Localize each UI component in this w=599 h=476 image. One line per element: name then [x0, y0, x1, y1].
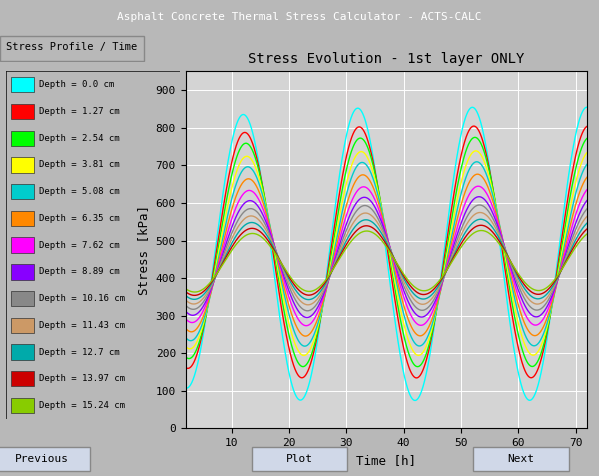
Text: Next: Next — [507, 454, 535, 464]
Text: Depth = 10.16 cm: Depth = 10.16 cm — [39, 294, 125, 303]
X-axis label: Time [h]: Time [h] — [356, 454, 416, 466]
Text: Depth = 11.43 cm: Depth = 11.43 cm — [39, 321, 125, 330]
Text: Depth = 7.62 cm: Depth = 7.62 cm — [39, 241, 120, 249]
FancyBboxPatch shape — [0, 36, 144, 61]
Text: Depth = 15.24 cm: Depth = 15.24 cm — [39, 401, 125, 410]
Bar — [11, 211, 34, 226]
Text: Depth = 12.7 cm: Depth = 12.7 cm — [39, 347, 120, 357]
Text: Depth = 6.35 cm: Depth = 6.35 cm — [39, 214, 120, 223]
FancyBboxPatch shape — [252, 447, 347, 471]
Text: Stress Profile / Time: Stress Profile / Time — [6, 42, 138, 52]
Bar — [11, 157, 34, 173]
Bar — [11, 77, 34, 92]
Bar — [11, 345, 34, 360]
Bar — [11, 104, 34, 119]
FancyBboxPatch shape — [473, 447, 569, 471]
Bar — [11, 238, 34, 253]
Text: Asphalt Concrete Thermal Stress Calculator - ACTS-CALC: Asphalt Concrete Thermal Stress Calculat… — [117, 11, 482, 22]
Bar — [11, 317, 34, 333]
Text: Depth = 5.08 cm: Depth = 5.08 cm — [39, 187, 120, 196]
Bar — [11, 264, 34, 279]
Text: Depth = 8.89 cm: Depth = 8.89 cm — [39, 268, 120, 277]
Bar — [11, 371, 34, 387]
Bar — [11, 184, 34, 199]
Text: Depth = 0.0 cm: Depth = 0.0 cm — [39, 80, 114, 89]
FancyBboxPatch shape — [0, 447, 90, 471]
Text: Depth = 2.54 cm: Depth = 2.54 cm — [39, 134, 120, 143]
Title: Stress Evolution - 1st layer ONLY: Stress Evolution - 1st layer ONLY — [248, 52, 525, 66]
Text: Previous: Previous — [15, 454, 69, 464]
Text: Depth = 13.97 cm: Depth = 13.97 cm — [39, 374, 125, 383]
Bar — [11, 291, 34, 306]
Bar — [11, 398, 34, 413]
Text: Depth = 1.27 cm: Depth = 1.27 cm — [39, 107, 120, 116]
Text: Plot: Plot — [286, 454, 313, 464]
Y-axis label: Stress [kPa]: Stress [kPa] — [137, 205, 150, 295]
Text: Depth = 3.81 cm: Depth = 3.81 cm — [39, 160, 120, 169]
Bar — [11, 130, 34, 146]
